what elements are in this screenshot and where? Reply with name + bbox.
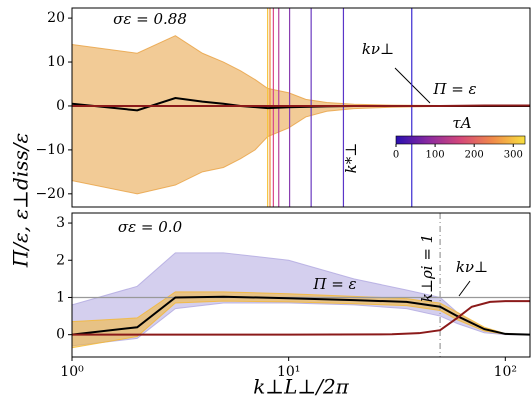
annotation: kν⊥ (456, 258, 488, 276)
colorbar-tick-label: 300 (504, 150, 523, 161)
annotation: k⊥ρi = 1 (418, 234, 436, 302)
x-tick-label: 10² (494, 364, 517, 380)
y-tick-label: 0 (56, 327, 65, 343)
y-axis-label: Π/ε, ε⊥diss/ε (9, 133, 33, 268)
y-tick-label: 20 (47, 10, 65, 26)
x-tick-label: 10¹ (277, 364, 300, 380)
y-tick-label: −10 (35, 142, 65, 158)
arrow (394, 67, 431, 104)
annotation: σε = 0.88 (113, 10, 187, 28)
x-tick-label: 10⁰ (60, 364, 84, 380)
y-tick-label: −20 (35, 186, 65, 202)
line (72, 300, 530, 336)
y-tick-label: 1 (56, 289, 65, 305)
colorbar-tick-label: 200 (465, 150, 484, 161)
line (72, 295, 530, 336)
annotation: Π = ε (312, 275, 356, 293)
colorbar (395, 135, 526, 145)
annotation: τA (452, 114, 471, 132)
y-tick-label: 2 (56, 252, 65, 268)
plot-frame (71, 212, 531, 358)
arrow (458, 280, 471, 297)
y-tick-label: 3 (56, 215, 65, 231)
colorbar-tick-label: 0 (393, 150, 399, 161)
x-axis-label: k⊥L⊥/2π (253, 375, 349, 399)
plot-area (72, 213, 530, 357)
plot-area (72, 8, 530, 207)
y-tick-label: 10 (47, 54, 65, 70)
y-tick-label: 0 (56, 98, 65, 114)
annotation: k*⊥ (342, 143, 360, 174)
plot-frame (71, 7, 531, 208)
annotation: σε = 0.0 (118, 218, 183, 236)
annotation: Π = ε (432, 80, 476, 98)
annotation: kν⊥ (362, 40, 394, 58)
colorbar-tick-label: 100 (426, 150, 445, 161)
